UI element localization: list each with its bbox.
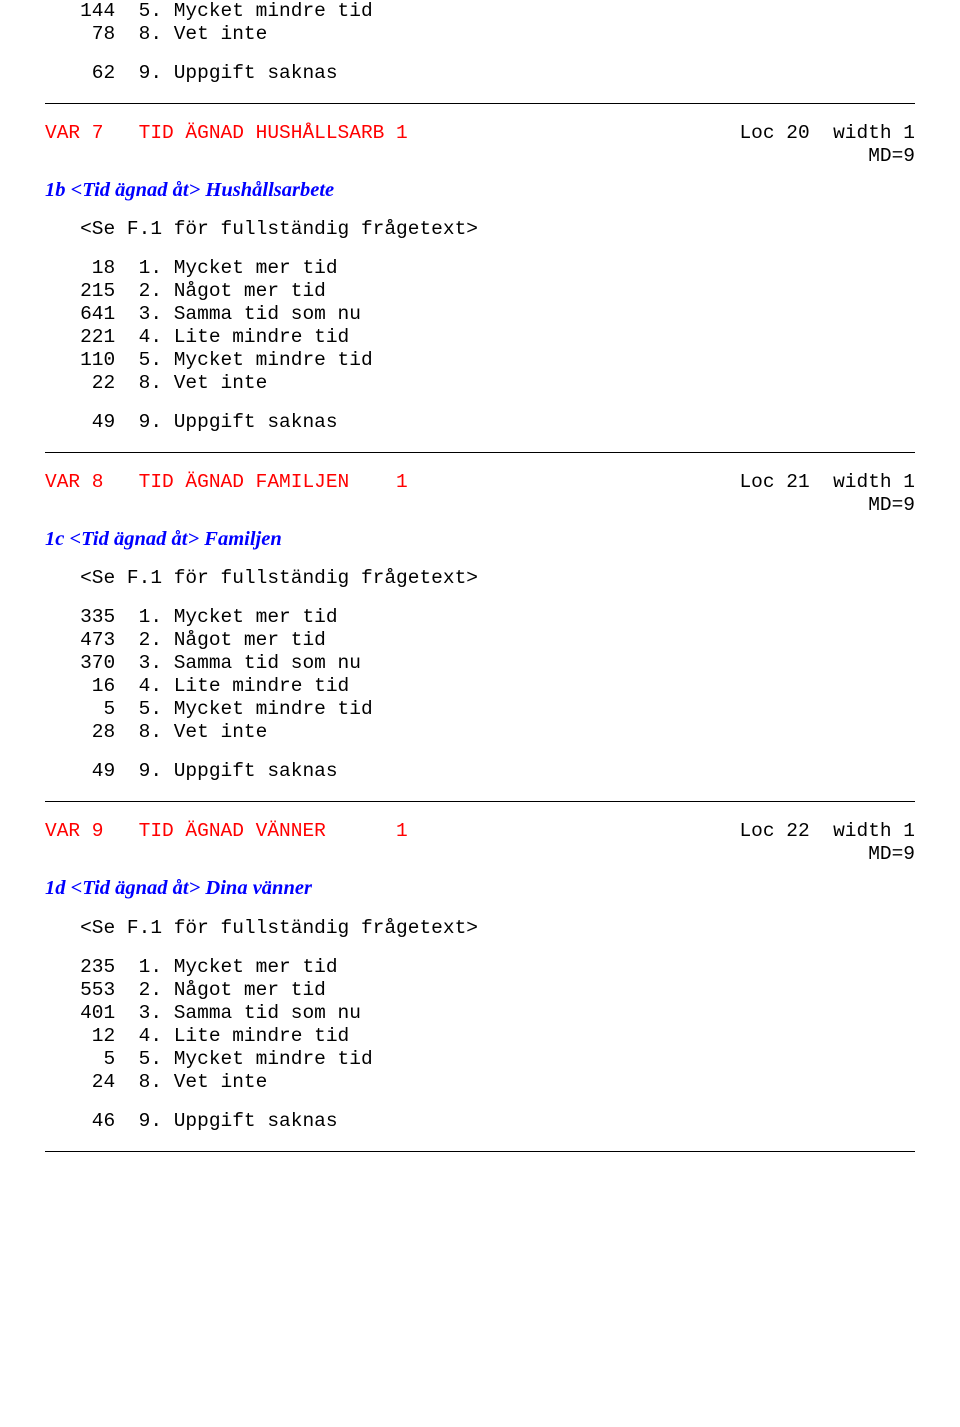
var9-header-left: VAR 9 TID ÄGNAD VÄNNER 1 <box>45 820 408 843</box>
var9-subtitle: 1d <Tid ägnad åt> Dina vänner <box>45 876 915 900</box>
page: 144 5. Mycket mindre tid 78 8. Vet inte … <box>0 0 960 1152</box>
var9-header: VAR 9 TID ÄGNAD VÄNNER 1 Loc 22 width 1 … <box>45 820 915 866</box>
divider <box>45 801 915 802</box>
var7-see: <Se F.1 för fullständig frågetext> <box>45 218 915 241</box>
var7-rows: 18 1. Mycket mer tid 215 2. Något mer ti… <box>45 257 915 395</box>
divider <box>45 452 915 453</box>
var9-header-right: Loc 22 width 1 MD=9 <box>739 820 915 866</box>
var9-gap: 46 9. Uppgift saknas <box>45 1110 915 1133</box>
var7-gap: 49 9. Uppgift saknas <box>45 411 915 434</box>
intro-rows: 144 5. Mycket mindre tid 78 8. Vet inte <box>45 0 915 46</box>
intro-gap: 62 9. Uppgift saknas <box>45 62 915 85</box>
var8-rows: 335 1. Mycket mer tid 473 2. Något mer t… <box>45 606 915 744</box>
var8-header: VAR 8 TID ÄGNAD FAMILJEN 1 Loc 21 width … <box>45 471 915 517</box>
var8-gap: 49 9. Uppgift saknas <box>45 760 915 783</box>
var8-see: <Se F.1 för fullständig frågetext> <box>45 567 915 590</box>
var7-subtitle: 1b <Tid ägnad åt> Hushållsarbete <box>45 178 915 202</box>
var8-header-left: VAR 8 TID ÄGNAD FAMILJEN 1 <box>45 471 408 494</box>
divider <box>45 103 915 104</box>
var8-header-right: Loc 21 width 1 MD=9 <box>739 471 915 517</box>
var7-header-left: VAR 7 TID ÄGNAD HUSHÅLLSARB 1 <box>45 122 408 145</box>
var9-see: <Se F.1 för fullständig frågetext> <box>45 917 915 940</box>
var9-rows: 235 1. Mycket mer tid 553 2. Något mer t… <box>45 956 915 1094</box>
var7-header: VAR 7 TID ÄGNAD HUSHÅLLSARB 1 Loc 20 wid… <box>45 122 915 168</box>
divider <box>45 1151 915 1152</box>
var8-subtitle: 1c <Tid ägnad åt> Familjen <box>45 527 915 551</box>
var7-header-right: Loc 20 width 1 MD=9 <box>739 122 915 168</box>
